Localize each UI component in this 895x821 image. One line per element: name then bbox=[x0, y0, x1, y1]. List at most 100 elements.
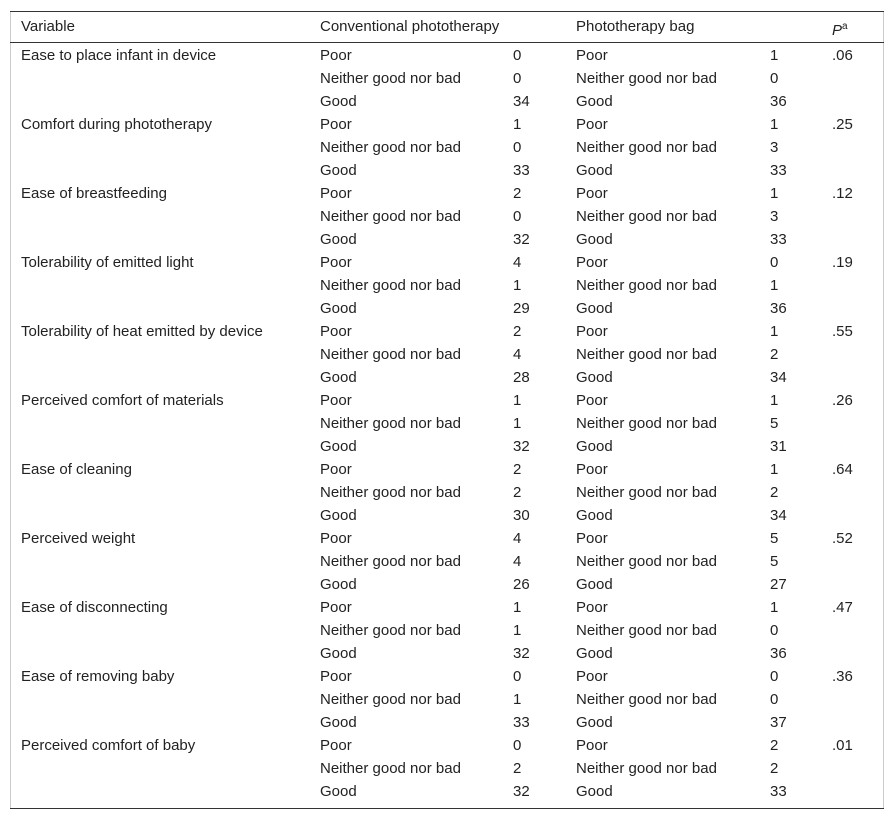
bag-count: 1 bbox=[770, 47, 779, 64]
p-value: .25 bbox=[832, 116, 853, 133]
p-symbol: P bbox=[832, 22, 843, 39]
bag-level: Good bbox=[576, 783, 613, 800]
bag-count: 36 bbox=[770, 645, 787, 662]
conventional-count: 32 bbox=[513, 231, 530, 248]
bag-count: 3 bbox=[770, 139, 779, 156]
header-rule bbox=[10, 42, 884, 43]
bag-count: 34 bbox=[770, 507, 787, 524]
conventional-count: 1 bbox=[513, 116, 522, 133]
conventional-count: 0 bbox=[513, 47, 522, 64]
bag-count: 1 bbox=[770, 116, 779, 133]
variable-name: Perceived comfort of materials bbox=[21, 392, 224, 409]
bag-count: 36 bbox=[770, 300, 787, 317]
table bbox=[10, 11, 884, 808]
variable-name: Tolerability of heat emitted by device bbox=[21, 323, 263, 340]
conventional-level: Good bbox=[320, 714, 357, 731]
bag-count: 1 bbox=[770, 277, 779, 294]
variable-name: Ease of breastfeeding bbox=[21, 185, 167, 202]
header-cell: Variable bbox=[21, 18, 75, 35]
conventional-level: Good bbox=[320, 231, 357, 248]
conventional-level: Good bbox=[320, 300, 357, 317]
bag-level: Neither good nor bad bbox=[576, 277, 717, 294]
variable-name: Tolerability of emitted light bbox=[21, 254, 194, 271]
conventional-level: Good bbox=[320, 369, 357, 386]
bag-count: 0 bbox=[770, 691, 779, 708]
bag-count: 2 bbox=[770, 760, 779, 777]
bag-level: Good bbox=[576, 438, 613, 455]
bag-level: Neither good nor bad bbox=[576, 691, 717, 708]
bag-level: Neither good nor bad bbox=[576, 484, 717, 501]
bag-level: Neither good nor bad bbox=[576, 208, 717, 225]
conventional-level: Neither good nor bad bbox=[320, 691, 461, 708]
conventional-count: 1 bbox=[513, 392, 522, 409]
bag-count: 37 bbox=[770, 714, 787, 731]
conventional-count: 4 bbox=[513, 530, 522, 547]
bag-level: Poor bbox=[576, 185, 608, 202]
conventional-level: Neither good nor bad bbox=[320, 622, 461, 639]
conventional-level: Good bbox=[320, 576, 357, 593]
conventional-level: Poor bbox=[320, 599, 352, 616]
variable-name: Ease to place infant in device bbox=[21, 47, 217, 64]
variable-name: Ease of removing baby bbox=[21, 668, 175, 685]
bag-level: Poor bbox=[576, 392, 608, 409]
bag-level: Neither good nor bad bbox=[576, 70, 717, 87]
bag-count: 0 bbox=[770, 70, 779, 87]
header-cell: Pa bbox=[832, 18, 848, 40]
conventional-count: 30 bbox=[513, 507, 530, 524]
p-value: .64 bbox=[832, 461, 853, 478]
bag-count: 33 bbox=[770, 162, 787, 179]
bag-level: Poor bbox=[576, 530, 608, 547]
conventional-level: Good bbox=[320, 645, 357, 662]
p-value: .12 bbox=[832, 185, 853, 202]
bag-level: Poor bbox=[576, 737, 608, 754]
conventional-count: 2 bbox=[513, 760, 522, 777]
conventional-level: Poor bbox=[320, 323, 352, 340]
conventional-level: Neither good nor bad bbox=[320, 346, 461, 363]
conventional-level: Neither good nor bad bbox=[320, 208, 461, 225]
bag-level: Good bbox=[576, 369, 613, 386]
bag-level: Poor bbox=[576, 47, 608, 64]
p-value: .47 bbox=[832, 599, 853, 616]
conventional-level: Neither good nor bad bbox=[320, 484, 461, 501]
table-top-rule bbox=[10, 11, 884, 12]
p-value: .26 bbox=[832, 392, 853, 409]
bag-count: 31 bbox=[770, 438, 787, 455]
conventional-level: Poor bbox=[320, 461, 352, 478]
conventional-level: Neither good nor bad bbox=[320, 139, 461, 156]
conventional-count: 2 bbox=[513, 323, 522, 340]
conventional-count: 0 bbox=[513, 737, 522, 754]
p-value: .55 bbox=[832, 323, 853, 340]
bag-level: Good bbox=[576, 93, 613, 110]
footnote-mark: a bbox=[842, 21, 848, 32]
bag-count: 0 bbox=[770, 668, 779, 685]
bag-level: Neither good nor bad bbox=[576, 553, 717, 570]
bag-level: Neither good nor bad bbox=[576, 760, 717, 777]
conventional-level: Poor bbox=[320, 392, 352, 409]
table-bottom-rule bbox=[10, 808, 884, 809]
conventional-count: 32 bbox=[513, 438, 530, 455]
conventional-count: 1 bbox=[513, 599, 522, 616]
conventional-level: Good bbox=[320, 507, 357, 524]
bag-level: Poor bbox=[576, 323, 608, 340]
header-cell: Conventional phototherapy bbox=[320, 18, 500, 35]
variable-name: Ease of cleaning bbox=[21, 461, 132, 478]
conventional-level: Good bbox=[320, 93, 357, 110]
conventional-level: Neither good nor bad bbox=[320, 70, 461, 87]
bag-count: 2 bbox=[770, 737, 779, 754]
conventional-count: 32 bbox=[513, 783, 530, 800]
conventional-count: 2 bbox=[513, 484, 522, 501]
conventional-count: 29 bbox=[513, 300, 530, 317]
conventional-level: Neither good nor bad bbox=[320, 760, 461, 777]
conventional-count: 2 bbox=[513, 461, 522, 478]
bag-level: Neither good nor bad bbox=[576, 622, 717, 639]
bag-level: Good bbox=[576, 576, 613, 593]
bag-count: 5 bbox=[770, 553, 779, 570]
bag-count: 1 bbox=[770, 599, 779, 616]
bag-level: Poor bbox=[576, 461, 608, 478]
conventional-count: 26 bbox=[513, 576, 530, 593]
bag-count: 5 bbox=[770, 415, 779, 432]
bag-count: 33 bbox=[770, 783, 787, 800]
conventional-level: Neither good nor bad bbox=[320, 415, 461, 432]
bag-level: Neither good nor bad bbox=[576, 346, 717, 363]
conventional-count: 0 bbox=[513, 668, 522, 685]
